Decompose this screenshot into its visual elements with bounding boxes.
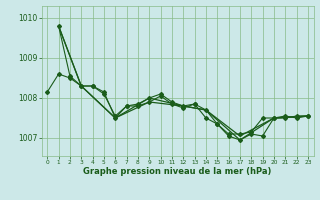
X-axis label: Graphe pression niveau de la mer (hPa): Graphe pression niveau de la mer (hPa)	[84, 167, 272, 176]
